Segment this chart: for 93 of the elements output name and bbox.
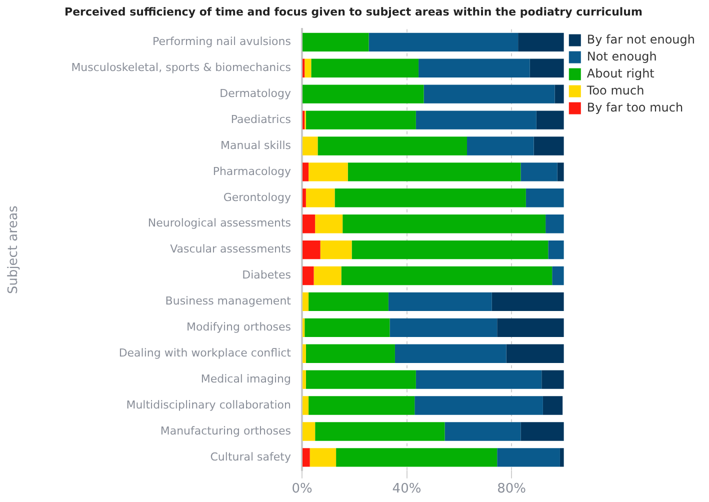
bar xyxy=(315,214,343,234)
y-axis-title: Subject areas xyxy=(6,205,22,294)
bar xyxy=(542,370,564,389)
bar xyxy=(497,318,564,337)
x-tick-label: 80% xyxy=(497,482,526,497)
bar xyxy=(310,448,336,467)
bar xyxy=(526,188,564,208)
y-tick-label: Manual skills xyxy=(220,138,292,152)
y-tick-label: Musculoskeletal, sports & biomechanics xyxy=(71,60,292,74)
legend-label: Not enough xyxy=(586,49,657,64)
bar xyxy=(548,240,564,260)
bar xyxy=(492,292,564,312)
bar xyxy=(497,448,560,467)
bar xyxy=(552,266,564,286)
bar xyxy=(304,318,390,337)
bar xyxy=(320,240,352,260)
bar xyxy=(314,266,342,286)
bar xyxy=(390,318,498,337)
bar xyxy=(530,58,564,78)
y-tick-label: Dealing with workplace conflict xyxy=(118,346,292,360)
bar xyxy=(302,136,318,156)
bar xyxy=(302,188,306,208)
y-tick-label: Neurological assessments xyxy=(148,216,292,230)
legend-label: By far too much xyxy=(586,100,684,114)
bar xyxy=(302,32,369,52)
bar xyxy=(302,344,306,363)
bar xyxy=(444,422,521,441)
bar xyxy=(518,32,564,52)
bar xyxy=(308,162,348,182)
bar xyxy=(308,292,388,312)
bar xyxy=(302,214,316,234)
y-tick-label: Pharmacology xyxy=(212,164,292,178)
bar xyxy=(536,110,564,130)
bar xyxy=(424,84,555,104)
y-tick-label: Manufacturing orthoses xyxy=(160,424,292,438)
bar xyxy=(302,240,320,260)
bar xyxy=(304,58,312,78)
bar xyxy=(414,396,543,415)
chart-title: Perceived sufficiency of time and focus given to subject areas within the podiatry curriculum xyxy=(64,5,642,18)
bar xyxy=(546,214,564,234)
bar xyxy=(534,136,564,156)
bar xyxy=(368,32,518,52)
bar xyxy=(341,266,552,286)
bar xyxy=(336,448,498,467)
legend-label: Too much xyxy=(586,83,644,98)
bar xyxy=(302,292,309,312)
y-tick-label: Diabetes xyxy=(242,268,292,282)
bar xyxy=(416,110,536,130)
y-tick-label: Multidisciplinary collaboration xyxy=(126,398,292,412)
bar xyxy=(302,162,309,182)
bar xyxy=(302,396,309,415)
legend-label: By far not enough xyxy=(586,32,696,46)
bar xyxy=(318,136,467,156)
y-tick-label: Dermatology xyxy=(220,86,292,100)
bar xyxy=(348,162,521,182)
bar xyxy=(506,344,564,363)
bar xyxy=(560,448,564,467)
x-tick-label: 0% xyxy=(292,482,312,497)
bar xyxy=(520,162,558,182)
bar xyxy=(311,58,419,78)
bar xyxy=(418,58,530,78)
y-tick-label: Medical imaging xyxy=(200,372,291,386)
bar xyxy=(554,84,564,104)
bar xyxy=(306,370,416,389)
bar xyxy=(520,422,564,441)
legend-label: About right xyxy=(586,66,655,80)
y-tick-label: Gerontology xyxy=(223,190,292,204)
y-tick-label: Cultural safety xyxy=(210,450,292,464)
bar xyxy=(466,136,534,156)
bar xyxy=(302,422,316,441)
bar xyxy=(394,344,506,363)
bar xyxy=(416,370,542,389)
y-tick-label: Vascular assessments xyxy=(170,242,292,256)
bar xyxy=(388,292,492,312)
bar xyxy=(334,188,526,208)
y-tick-label: Business management xyxy=(165,294,292,308)
bar xyxy=(302,266,314,286)
y-tick-label: Modifying orthoses xyxy=(186,320,292,334)
bar xyxy=(306,188,335,208)
bar xyxy=(306,344,395,363)
bar xyxy=(302,84,424,104)
bar xyxy=(302,370,306,389)
y-tick-label: Paediatrics xyxy=(230,112,292,126)
bar xyxy=(352,240,548,260)
bar xyxy=(557,162,564,182)
bar xyxy=(542,396,563,415)
bar xyxy=(302,448,310,467)
bar xyxy=(308,396,415,415)
x-tick-label: 40% xyxy=(392,482,422,497)
bar xyxy=(315,422,445,441)
bar xyxy=(342,214,546,234)
bar xyxy=(306,110,416,130)
y-tick-label: Performing nail avulsions xyxy=(152,35,292,48)
